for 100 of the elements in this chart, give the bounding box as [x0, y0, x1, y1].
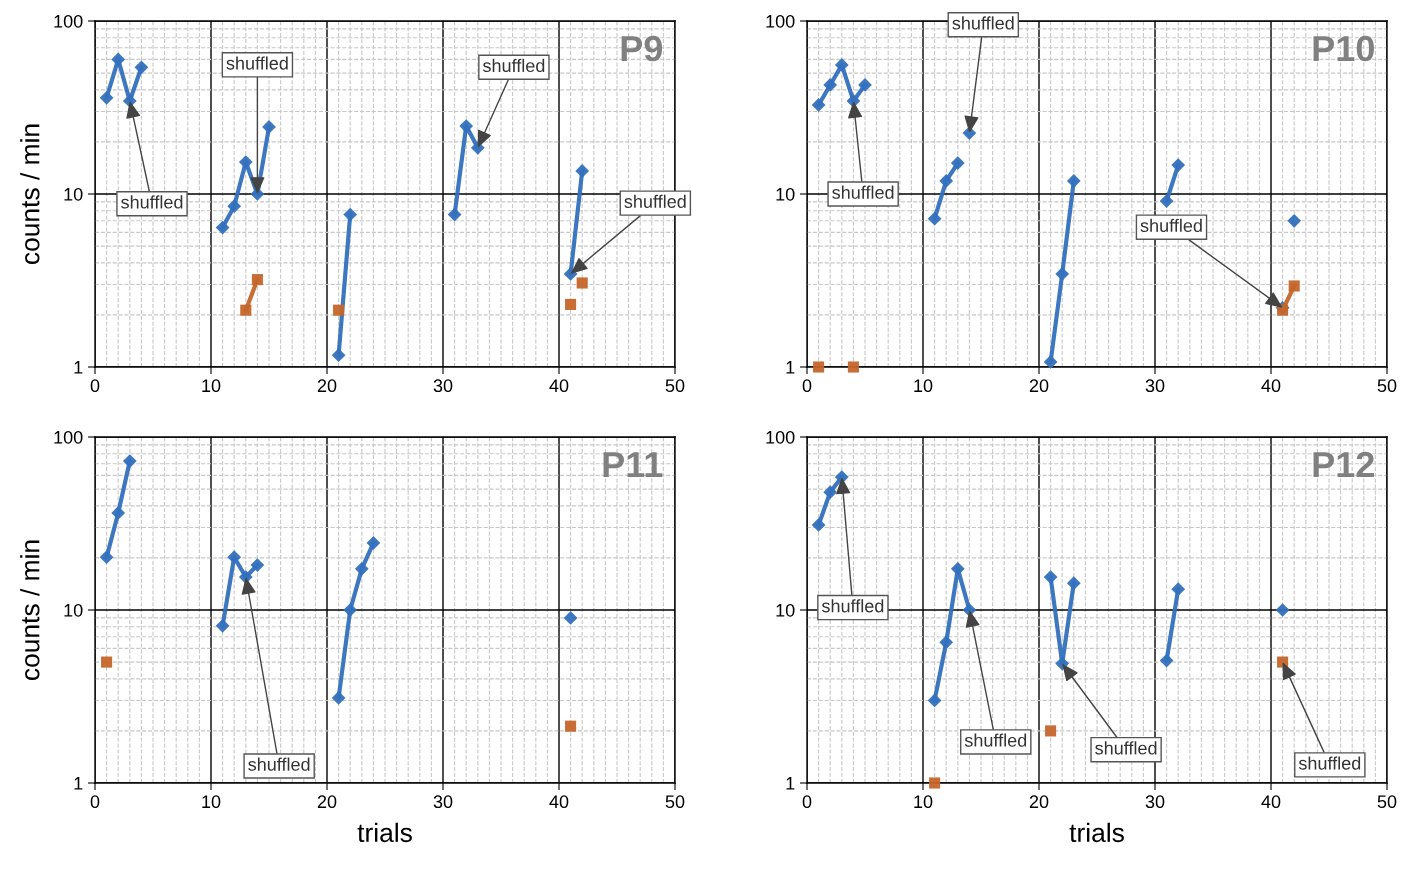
point [122, 454, 137, 468]
y-tick-label: 1 [786, 361, 795, 374]
x-tick-label: 50 [665, 379, 685, 393]
point [99, 90, 114, 105]
x-tick-label: 50 [1377, 795, 1397, 809]
point [813, 361, 825, 373]
y-tick-label: 100 [54, 14, 83, 28]
point [1066, 174, 1081, 188]
chart-title: P10 [1313, 35, 1374, 62]
x-tick-label: 0 [90, 379, 100, 393]
x-tick-label: 40 [1261, 379, 1281, 393]
y-tick-label: 100 [766, 14, 795, 28]
point [1066, 576, 1081, 590]
y-tick-label: 10 [64, 603, 83, 617]
x-tick-label: 10 [202, 379, 221, 393]
annotation: shuffled [121, 195, 183, 209]
annotation: shuffled [226, 56, 288, 70]
y-axis-title: counts / min [20, 124, 40, 265]
y-axis-title: counts / min [20, 540, 40, 681]
point [1159, 194, 1174, 208]
point [950, 156, 965, 170]
chart-title: P9 [621, 35, 663, 62]
annotation: shuffled [1298, 756, 1361, 770]
y-tick-label: 10 [64, 187, 83, 201]
x-tick-label: 10 [914, 795, 933, 809]
x-tick-label: 30 [433, 795, 453, 809]
point [343, 603, 358, 617]
point [1288, 280, 1300, 292]
point [1043, 570, 1058, 584]
point [215, 618, 230, 633]
point [576, 277, 588, 289]
chart-title: P12 [1313, 451, 1374, 478]
point [1171, 582, 1186, 597]
point [939, 635, 954, 650]
y-tick-label: 10 [776, 187, 795, 201]
chart-title: P11 [603, 452, 663, 478]
point [331, 348, 346, 363]
point [1045, 725, 1057, 737]
point [1159, 653, 1174, 668]
point [811, 98, 826, 112]
annotation: shuffled [1095, 741, 1157, 755]
point [575, 164, 590, 178]
point [101, 656, 113, 668]
x-axis-title: trials [1069, 822, 1124, 843]
point [251, 274, 263, 286]
point [834, 58, 849, 72]
point [1171, 158, 1186, 172]
point [565, 720, 577, 732]
point [240, 304, 252, 316]
point [1055, 267, 1070, 281]
point [1287, 213, 1302, 228]
point [447, 207, 462, 222]
x-tick-label: 40 [1261, 795, 1281, 809]
point [565, 298, 577, 310]
annotation: shuffled [482, 58, 545, 73]
annotation: shuffled [1140, 218, 1202, 233]
point [950, 561, 965, 576]
x-tick-label: 30 [1145, 795, 1165, 809]
point [563, 611, 578, 625]
annotation: shuffled [952, 16, 1014, 30]
point [823, 78, 838, 92]
point [227, 199, 242, 214]
point [238, 155, 253, 169]
x-tick-label: 20 [1029, 379, 1049, 393]
x-tick-label: 40 [549, 379, 569, 393]
point [134, 60, 149, 75]
point [227, 550, 242, 565]
x-tick-label: 0 [802, 795, 812, 809]
x-tick-label: 20 [317, 379, 337, 393]
point [111, 52, 126, 67]
x-tick-label: 30 [1145, 379, 1165, 393]
annotation: shuffled [624, 194, 686, 208]
annotation: shuffled [832, 185, 894, 199]
x-tick-label: 30 [433, 379, 453, 393]
point [459, 119, 474, 133]
y-tick-label: 10 [776, 603, 795, 617]
point [823, 485, 838, 500]
point [331, 691, 346, 705]
x-axis-title: trials [357, 822, 412, 843]
point [929, 777, 941, 789]
y-tick-label: 1 [74, 361, 83, 374]
point [927, 211, 942, 226]
annotation: shuffled [964, 733, 1027, 747]
point [366, 536, 381, 550]
x-tick-label: 0 [90, 795, 100, 809]
point [939, 174, 954, 188]
y-tick-label: 100 [54, 430, 83, 444]
x-tick-label: 10 [914, 379, 933, 393]
x-tick-label: 20 [317, 795, 337, 809]
point [333, 304, 345, 316]
y-tick-label: 100 [766, 430, 795, 444]
point [99, 550, 114, 565]
x-tick-label: 20 [1029, 795, 1049, 809]
point [250, 558, 265, 572]
point [927, 693, 942, 708]
point [1275, 603, 1290, 617]
x-tick-label: 50 [1377, 379, 1397, 393]
point [847, 361, 859, 373]
point [811, 518, 826, 532]
point [343, 207, 358, 222]
